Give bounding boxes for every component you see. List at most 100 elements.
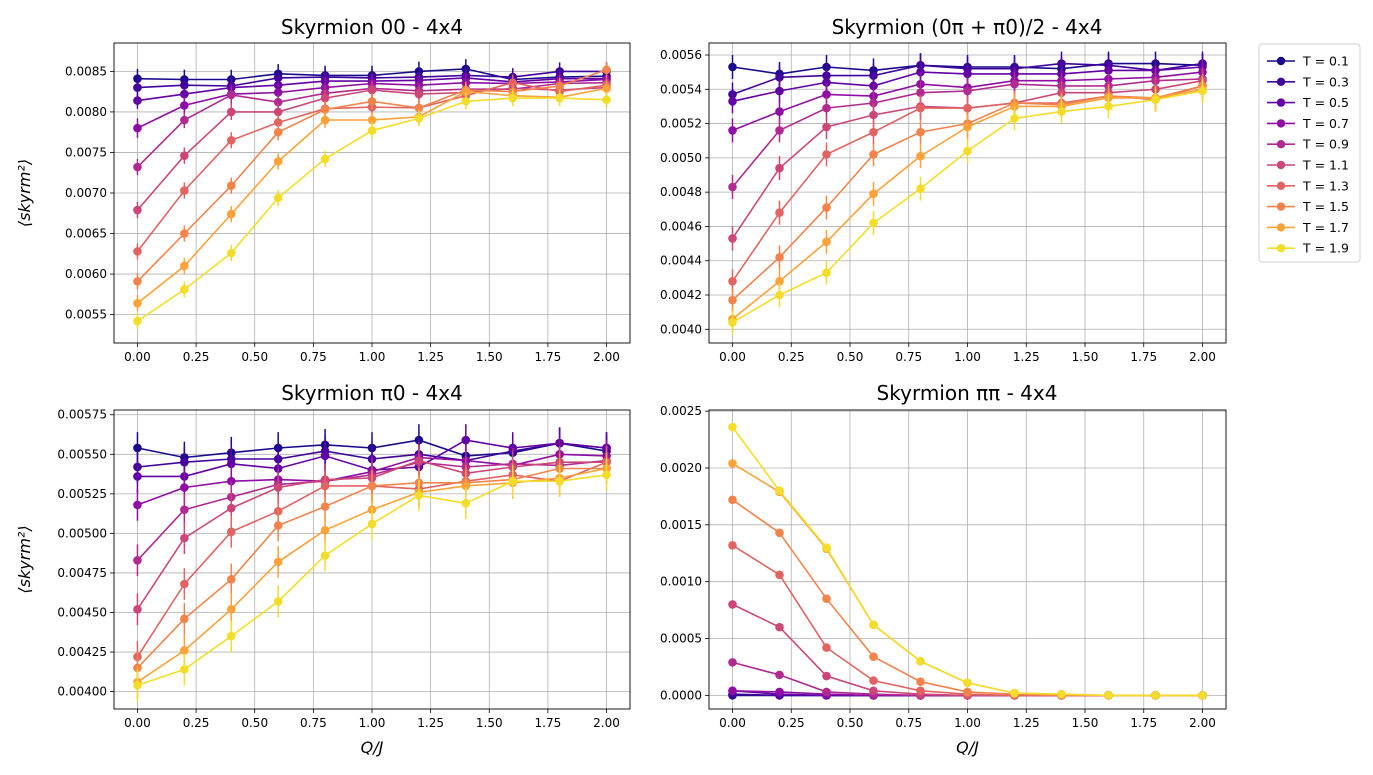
x-tick-label: 0.75 — [300, 716, 327, 730]
legend-item: T = 0.1 — [1267, 54, 1349, 69]
data-point — [226, 181, 236, 191]
y-tick-label: 0.00500 — [57, 526, 107, 540]
data-point — [728, 182, 737, 192]
data-point — [180, 483, 189, 492]
legend-label: T = 1.9 — [1302, 241, 1349, 256]
x-tick-label: 1.50 — [476, 350, 503, 364]
x-tick-label: 2.00 — [593, 716, 620, 730]
data-point — [728, 658, 737, 667]
legend-label: T = 0.9 — [1302, 137, 1349, 152]
data-point — [775, 107, 784, 116]
data-point — [822, 122, 831, 132]
data-point — [133, 680, 142, 690]
x-tick-label: 1.00 — [954, 350, 981, 364]
data-point — [461, 435, 471, 445]
x-tick-label: 0.25 — [183, 716, 210, 730]
legend-swatch-marker — [1276, 202, 1286, 211]
data-point — [775, 570, 784, 580]
data-point — [728, 459, 737, 468]
x-tick-label: 1.75 — [1130, 716, 1157, 730]
data-point — [226, 209, 236, 219]
data-point — [728, 96, 737, 106]
data-point — [775, 126, 784, 135]
data-point — [963, 122, 972, 132]
data-point — [1104, 102, 1113, 111]
data-point — [180, 80, 189, 90]
data-point — [508, 476, 518, 486]
y-tick-label: 0.0025 — [660, 404, 702, 418]
data-point — [602, 95, 611, 105]
data-point — [869, 127, 878, 137]
data-point — [226, 107, 236, 117]
data-point — [133, 443, 142, 453]
data-point — [728, 126, 737, 135]
data-point — [180, 229, 189, 238]
data-point — [180, 115, 189, 125]
x-tick-label: 1.25 — [417, 350, 444, 364]
y-tick-label: 0.0065 — [65, 227, 107, 241]
data-point — [133, 123, 142, 133]
data-point — [133, 555, 142, 565]
data-point — [963, 146, 972, 156]
y-tick-label: 0.0075 — [65, 145, 107, 159]
y-tick-label: 0.0015 — [660, 518, 702, 532]
data-point — [1198, 691, 1207, 700]
series-1_9 — [728, 422, 1207, 700]
data-point — [133, 316, 142, 326]
data-point — [226, 574, 236, 584]
y-tick-label: 0.00475 — [57, 566, 107, 580]
legend-swatch-marker — [1276, 223, 1286, 232]
data-point — [775, 252, 784, 262]
plot-frame — [708, 42, 1227, 344]
data-point — [273, 118, 283, 127]
y-tick-label: 0.0056 — [660, 48, 702, 62]
y-tick-label: 0.00550 — [57, 447, 107, 461]
data-point — [822, 103, 831, 113]
data-point — [273, 193, 283, 203]
series-1_5 — [133, 61, 611, 290]
data-point — [226, 90, 236, 100]
data-point — [775, 86, 784, 96]
data-point — [180, 101, 189, 110]
data-point — [273, 88, 283, 97]
plot-frame — [113, 42, 631, 344]
legend-item: T = 1.5 — [1267, 199, 1349, 214]
data-point — [775, 163, 784, 173]
data-point — [226, 631, 236, 641]
x-tick-label: 0.50 — [837, 716, 864, 730]
legend-swatch-marker — [1276, 98, 1286, 107]
y-tick-label: 0.0010 — [660, 575, 702, 589]
y-tick-label: 0.0085 — [65, 64, 107, 78]
legend-label: T = 1.5 — [1302, 199, 1349, 214]
data-point — [273, 157, 283, 166]
data-point — [822, 543, 831, 552]
legend-swatch-marker — [1276, 119, 1286, 128]
data-point — [320, 105, 330, 114]
data-point — [822, 594, 831, 604]
data-point — [916, 67, 925, 77]
data-point — [775, 276, 784, 286]
data-point — [963, 678, 972, 688]
data-point — [226, 248, 236, 258]
data-point — [320, 451, 330, 461]
data-point — [822, 268, 831, 278]
x-tick-label: 1.00 — [954, 716, 981, 730]
data-point — [461, 87, 471, 96]
data-point — [916, 88, 925, 98]
data-point — [180, 614, 189, 624]
data-point — [226, 605, 236, 614]
x-tick-label: 0.75 — [300, 350, 327, 364]
y-tick-label: 0.0055 — [65, 308, 107, 322]
data-point — [320, 525, 330, 535]
legend-swatch-marker — [1276, 244, 1286, 253]
data-point — [414, 103, 424, 113]
data-point — [133, 500, 142, 510]
x-tick-label: 0.25 — [778, 716, 805, 730]
legend-label: T = 1.1 — [1302, 158, 1349, 173]
y-tick-label: 0.0040 — [660, 322, 702, 336]
x-tick-label: 1.75 — [535, 350, 562, 364]
data-point — [822, 671, 831, 681]
data-point — [822, 687, 831, 697]
data-point — [273, 597, 283, 606]
legend-item: T = 1.9 — [1267, 241, 1349, 256]
